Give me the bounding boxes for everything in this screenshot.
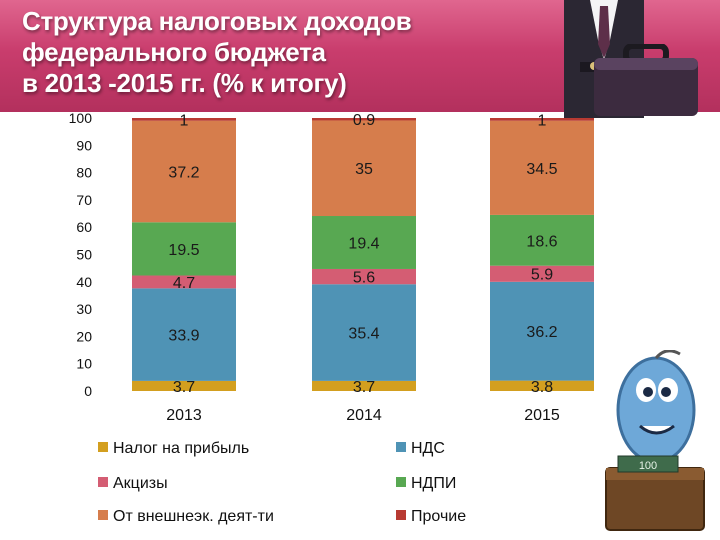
y-tick-label: 50	[76, 247, 92, 263]
legend-label: Акцизы	[113, 475, 168, 492]
legend-label: Налог на прибыль	[113, 440, 249, 457]
bar-segment	[312, 216, 416, 269]
bar-segment	[312, 380, 416, 391]
bar-segment	[312, 120, 416, 217]
bar-segment	[490, 281, 594, 381]
y-axis: 0 10 20 30 40 50 60 70 80 90 100	[69, 110, 93, 399]
y-tick-label: 0	[84, 383, 92, 399]
bar-segment	[132, 118, 236, 121]
y-tick-label: 80	[76, 165, 92, 181]
data-label: 3.8	[531, 379, 553, 396]
legend-swatch	[396, 442, 406, 452]
briefcase-illustration	[594, 44, 698, 116]
legend-swatch	[396, 510, 406, 520]
legend-label: НДС	[411, 440, 445, 457]
data-label: 36.2	[526, 324, 557, 341]
bar-segment	[132, 288, 236, 381]
y-tick-label: 10	[76, 356, 92, 372]
data-label: 35	[355, 161, 373, 178]
x-axis: 2013 2014 2015	[166, 407, 560, 424]
data-label: 3.7	[353, 379, 375, 396]
legend-swatch	[98, 510, 108, 520]
legend-swatch	[396, 477, 406, 487]
legend-swatch	[98, 477, 108, 487]
y-tick-label: 100	[69, 110, 93, 126]
legend-label: От внешнеэк. деят-ти	[113, 508, 274, 525]
bar-segment	[490, 214, 594, 266]
bar-segment	[132, 380, 236, 391]
bar-segment	[132, 120, 236, 223]
x-tick-label: 2015	[524, 407, 560, 424]
data-label: 33.9	[168, 328, 199, 345]
data-label: 1	[538, 112, 547, 129]
data-label: 19.5	[168, 242, 199, 259]
page-title: Структура налоговых доходов федерального…	[22, 6, 412, 98]
legend-label: НДПИ	[411, 475, 456, 492]
bar-segment	[312, 268, 416, 285]
data-label: 18.6	[526, 233, 557, 250]
y-tick-label: 90	[76, 137, 92, 153]
data-label: 19.4	[348, 235, 379, 252]
x-tick-label: 2014	[346, 407, 382, 424]
data-label: 3.7	[173, 379, 195, 396]
bar-segment	[490, 380, 594, 391]
legend: Налог на прибыль НДС Акцизы НДПИ От внешнеэк…	[98, 440, 466, 525]
bar-segment	[490, 265, 594, 282]
bar-segment	[132, 275, 236, 289]
bar-segment	[312, 118, 416, 121]
y-tick-label: 70	[76, 192, 92, 208]
bars-group: 3.7 33.9 4.7 19.5 37.2 1 3.7 35.4 5.6 19.4 35 0.9 3.…	[132, 112, 594, 396]
y-tick-label: 30	[76, 301, 92, 317]
data-label: 5.9	[531, 267, 553, 284]
y-tick-label: 40	[76, 274, 92, 290]
x-tick-label: 2013	[166, 407, 202, 424]
bar-segment	[490, 118, 594, 121]
legend-swatch	[98, 442, 108, 452]
data-label: 0.9	[353, 112, 375, 129]
data-label: 34.5	[526, 161, 557, 178]
data-label: 35.4	[348, 326, 379, 343]
data-label: 5.6	[353, 270, 375, 287]
y-tick-label: 60	[76, 219, 92, 235]
data-label: 37.2	[168, 165, 199, 182]
y-tick-label: 20	[76, 328, 92, 344]
bar-segment	[490, 120, 594, 215]
bar-segment	[312, 284, 416, 381]
data-label: 4.7	[173, 275, 195, 292]
data-label: 1	[180, 112, 189, 129]
legend-label: Прочие	[411, 508, 466, 525]
bar-segment	[132, 222, 236, 276]
mouse-mascot-illustration: 100	[605, 350, 705, 531]
mascot-badge: 100	[639, 460, 657, 472]
